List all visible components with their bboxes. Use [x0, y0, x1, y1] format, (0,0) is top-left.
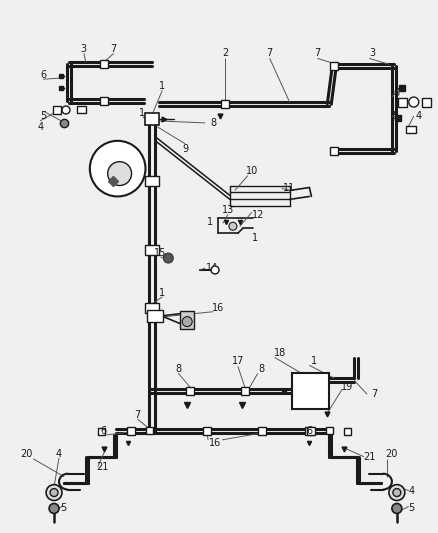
Bar: [127, 427, 134, 435]
Bar: [305, 427, 314, 435]
Text: 6: 6: [394, 88, 400, 98]
Bar: [145, 303, 159, 313]
Bar: [145, 175, 159, 185]
Text: 20: 20: [20, 449, 32, 459]
Text: 21: 21: [96, 462, 109, 472]
Text: 4: 4: [56, 449, 62, 459]
Bar: [241, 387, 249, 395]
Circle shape: [393, 489, 401, 497]
Text: 20: 20: [386, 449, 398, 459]
Bar: [330, 62, 338, 70]
Text: 21: 21: [363, 452, 375, 462]
Bar: [203, 427, 211, 435]
Text: 4: 4: [37, 122, 43, 132]
Bar: [344, 429, 351, 435]
Text: 16: 16: [209, 438, 221, 448]
Text: 6: 6: [101, 426, 107, 436]
Bar: [326, 427, 333, 434]
Bar: [146, 427, 153, 434]
Text: 7: 7: [314, 49, 321, 58]
Text: 8: 8: [175, 365, 181, 374]
Text: 1: 1: [207, 217, 213, 227]
Bar: [398, 98, 407, 107]
Text: 19: 19: [341, 382, 353, 392]
Text: 12: 12: [251, 211, 264, 220]
Text: 1: 1: [252, 233, 258, 243]
Text: 4: 4: [416, 111, 422, 121]
Bar: [221, 100, 229, 108]
Text: 8: 8: [210, 118, 216, 128]
Bar: [77, 106, 86, 113]
Text: 11: 11: [283, 183, 296, 193]
Text: 18: 18: [273, 349, 286, 359]
Bar: [292, 373, 329, 409]
Text: 5: 5: [40, 111, 46, 121]
Bar: [258, 427, 266, 435]
Text: 15: 15: [154, 248, 166, 258]
Bar: [145, 113, 159, 125]
Circle shape: [392, 504, 402, 513]
Circle shape: [163, 253, 173, 263]
Circle shape: [46, 484, 62, 500]
Text: 3: 3: [369, 49, 375, 58]
Text: 16: 16: [212, 303, 224, 313]
Bar: [53, 106, 61, 114]
Circle shape: [229, 222, 237, 230]
Bar: [422, 98, 431, 107]
Bar: [98, 429, 105, 435]
Circle shape: [211, 266, 219, 274]
Text: 6: 6: [306, 426, 312, 436]
Text: 4: 4: [409, 486, 415, 496]
Circle shape: [108, 161, 131, 185]
Ellipse shape: [62, 106, 70, 114]
Circle shape: [389, 484, 405, 500]
Bar: [145, 245, 159, 255]
Circle shape: [409, 97, 419, 107]
Bar: [180, 311, 194, 329]
Bar: [406, 126, 416, 133]
Text: 7: 7: [371, 389, 377, 399]
Text: 5: 5: [60, 504, 66, 513]
Circle shape: [182, 317, 192, 327]
Text: 7: 7: [134, 410, 141, 420]
Text: 17: 17: [232, 357, 244, 366]
Text: 5: 5: [409, 504, 415, 513]
Bar: [330, 147, 338, 155]
Text: 9: 9: [182, 144, 188, 154]
Text: 6: 6: [40, 70, 46, 80]
Text: 13: 13: [222, 205, 234, 215]
Text: 1: 1: [139, 108, 145, 118]
Text: 1: 1: [159, 288, 166, 298]
Bar: [100, 97, 108, 105]
Text: 7: 7: [267, 49, 273, 58]
Text: 1: 1: [311, 357, 318, 366]
Text: 3: 3: [81, 44, 87, 54]
Bar: [307, 427, 315, 435]
Bar: [148, 310, 163, 321]
Text: 2: 2: [222, 49, 228, 58]
Text: 8: 8: [259, 365, 265, 374]
Bar: [100, 60, 108, 68]
Bar: [186, 387, 194, 395]
Text: 1: 1: [159, 81, 166, 91]
Text: 10: 10: [246, 166, 258, 175]
Circle shape: [50, 489, 58, 497]
Text: 7: 7: [110, 44, 117, 54]
Text: 14: 14: [206, 263, 218, 273]
Text: 5: 5: [392, 111, 398, 121]
Circle shape: [90, 141, 145, 197]
Circle shape: [49, 504, 59, 513]
